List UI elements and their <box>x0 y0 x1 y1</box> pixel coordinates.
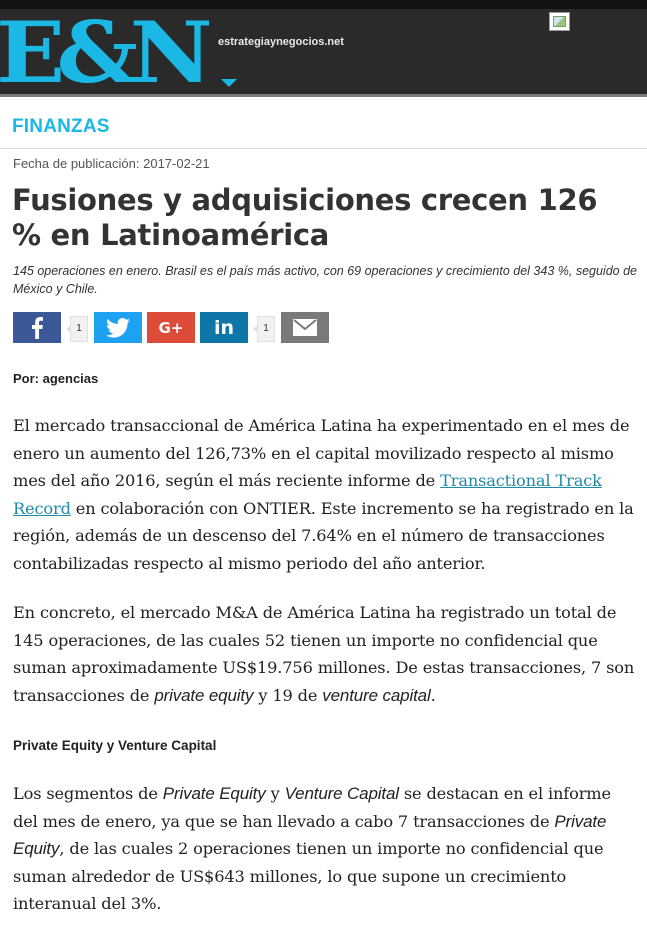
site-logo[interactable]: E&N <box>0 3 213 102</box>
section-label[interactable]: FINANZAS <box>12 116 110 137</box>
paragraph-3-text-d: , de las cuales 2 operaciones tienen un … <box>13 839 604 913</box>
google-plus-icon: G+ <box>158 318 184 337</box>
email-icon <box>293 319 317 336</box>
twitter-share-button[interactable] <box>94 312 142 343</box>
googleplus-share-button[interactable]: G+ <box>147 312 195 343</box>
article-title: Fusiones y adquisiciones crecen 126 % en… <box>12 183 598 252</box>
facebook-share-button[interactable] <box>13 312 61 343</box>
article-summary: 145 operaciones en enero. Brasil es el p… <box>13 264 637 296</box>
facebook-icon <box>32 316 43 339</box>
article-byline: Por: agencias <box>13 371 99 386</box>
paragraph-1-text-b: en colaboración con ONTIER. Este increme… <box>13 498 634 573</box>
menu-dropdown-icon[interactable] <box>221 79 237 87</box>
paragraph-2-em-venture-capital: venture capital <box>322 685 431 705</box>
publication-date: Fecha de publicación: 2017-02-21 <box>13 156 210 171</box>
linkedin-share-count: 1 <box>253 316 275 342</box>
paragraph-3-em-1: Private Equity <box>162 784 266 803</box>
paragraph-2-text-b: y 19 de <box>253 685 323 705</box>
section-subheading: Private Equity y Venture Capital <box>13 738 217 753</box>
pubdate-label: Fecha de publicación: <box>13 156 140 171</box>
paragraph-1-text-a: El mercado transaccional de América Lati… <box>13 416 630 490</box>
twitter-icon <box>106 317 130 338</box>
paragraph-3-em-2: Venture Capital <box>284 784 399 803</box>
paragraph-2-text-a: En concreto, el mercado M&A de América L… <box>13 603 635 705</box>
email-share-button[interactable] <box>281 312 329 343</box>
site-header: E&N estrategiaynegocios.net <box>0 0 647 97</box>
broken-image-icon <box>549 12 570 31</box>
paragraph-2-em-private-equity: private equity <box>154 685 254 705</box>
paragraph-2: En concreto, el mercado M&A de América L… <box>13 599 638 709</box>
section-bar: FINANZAS <box>0 100 647 149</box>
paragraph-3: Los segmentos de Private Equity y Ventur… <box>13 780 638 918</box>
paragraph-3-text-b: y <box>265 784 285 803</box>
site-url-link[interactable]: estrategiaynegocios.net <box>218 36 344 48</box>
facebook-share-count: 1 <box>66 316 88 342</box>
paragraph-1: El mercado transaccional de América Lati… <box>13 412 638 577</box>
pubdate-value: 2017-02-21 <box>143 156 210 171</box>
linkedin-share-button[interactable]: in <box>200 312 248 343</box>
paragraph-3-text-a: Los segmentos de <box>13 784 163 803</box>
transactional-track-record-link[interactable]: Transactional Track Record <box>13 471 602 518</box>
linkedin-icon: in <box>213 316 235 339</box>
paragraph-3-em-3: Private Equity <box>13 811 607 859</box>
paragraph-3-text-c: se destacan en el informe del mes de ene… <box>13 784 611 831</box>
paragraph-2-text-c: . <box>430 685 436 705</box>
